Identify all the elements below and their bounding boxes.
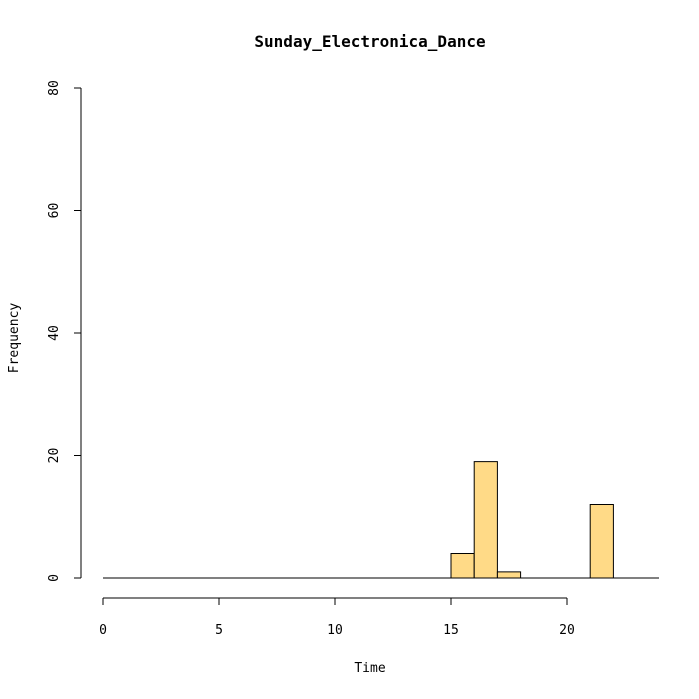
x-tick-label: 10 — [327, 623, 343, 638]
y-tick-label: 0 — [47, 574, 62, 582]
x-axis-label: Time — [354, 661, 385, 676]
histogram-bar — [589, 504, 614, 579]
chart-title: Sunday_Electronica_Dance — [254, 32, 485, 51]
y-tick-label: 80 — [47, 80, 62, 96]
x-tick-label: 0 — [99, 623, 107, 638]
histogram-bar — [496, 571, 522, 579]
histogram-bars — [450, 461, 614, 579]
histogram-bar — [450, 553, 475, 579]
histogram-bar — [473, 461, 498, 579]
y-axis-ticks: 0 20 40 60 80 — [47, 80, 81, 582]
y-tick-label: 60 — [47, 203, 62, 219]
x-tick-label: 5 — [215, 623, 223, 638]
x-tick-label: 15 — [443, 623, 459, 638]
x-axis-ticks: 0 5 10 15 20 — [99, 598, 575, 638]
y-axis-label: Frequency — [7, 303, 22, 374]
y-tick-label: 20 — [47, 448, 62, 464]
y-tick-label: 40 — [47, 325, 62, 341]
x-tick-label: 20 — [559, 623, 575, 638]
